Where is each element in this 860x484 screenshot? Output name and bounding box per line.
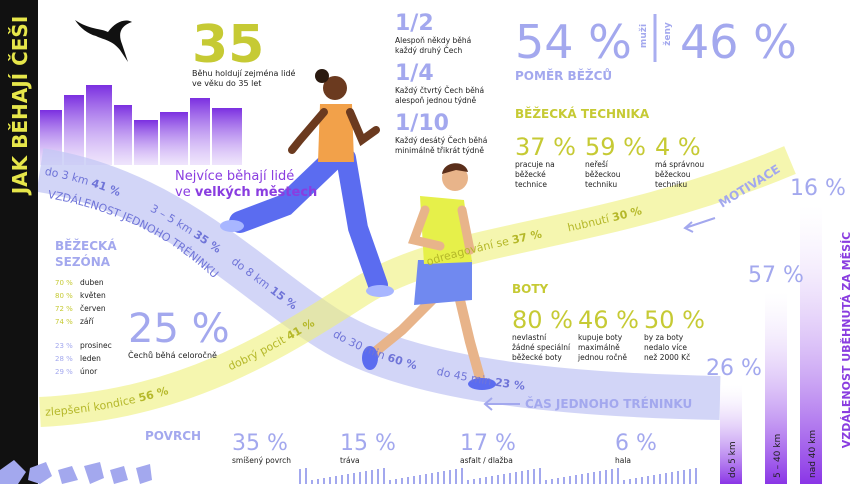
season-month: duben (80, 278, 104, 287)
technique-text: technice (515, 180, 547, 189)
season-value: 74 % (55, 318, 73, 326)
woman-runner (220, 69, 394, 297)
fraction: 1/4 (395, 61, 434, 86)
women-label: ženy (663, 22, 673, 46)
season-value: 23 % (55, 342, 73, 350)
surface-ticks (299, 468, 697, 484)
man-runner (362, 163, 496, 390)
technique-value: 4 % (655, 133, 701, 161)
monthly-label: do 5 km (728, 441, 738, 478)
shoes-text: žádné speciální (512, 343, 571, 352)
season-value: 70 % (55, 279, 73, 287)
women-value: 46 % (680, 15, 797, 69)
surface-value: 15 % (340, 431, 396, 456)
men-value: 54 % (515, 15, 632, 69)
sidebar (0, 0, 38, 484)
shoes-text: jednou ročně (577, 353, 627, 362)
surface-label: tráva (340, 456, 360, 465)
year-round-text: Čechů běhá celoročně (128, 349, 217, 360)
age-value: 35 (192, 15, 264, 75)
shoes-value: 80 % (512, 306, 573, 334)
skyline (40, 85, 242, 165)
season-month: únor (80, 367, 98, 376)
shoes-value: 46 % (578, 306, 639, 334)
logo (75, 20, 132, 62)
sidebar-title: JAK BĚHAJÍ ČEŠI (8, 16, 32, 197)
cities-highlight: velkých městech (195, 185, 317, 200)
technique-title: BĚŽECKÁ TECHNIKA (515, 106, 650, 121)
fraction-text: Každý čtvrtý Čech běhá (395, 86, 484, 95)
fraction: 1/10 (395, 111, 449, 136)
technique-value: 59 % (585, 133, 646, 161)
fraction-text: každý druhý Čech (395, 46, 462, 55)
shoes-text: by za boty (644, 333, 684, 342)
season-month: květen (80, 291, 106, 300)
monthly-label: nad 40 km (808, 430, 818, 478)
shoes-title: BOTY (512, 282, 549, 296)
surface-value: 6 % (615, 431, 657, 456)
fraction-text: Každý desátý Čech běhá (395, 136, 487, 145)
shoes-text: než 2000 Kč (644, 353, 690, 362)
season-title: BĚŽECKÁ (55, 238, 117, 253)
technique-text: techniku (655, 180, 687, 189)
stones (0, 460, 152, 484)
monthly-bars (720, 205, 822, 484)
monthly-value: 26 % (706, 356, 762, 381)
monthly-value: 57 % (748, 263, 804, 288)
age-text: ve věku do 35 let (192, 79, 261, 88)
surface-value: 17 % (460, 431, 516, 456)
time-arrow (483, 397, 520, 411)
season-value: 28 % (55, 355, 73, 363)
technique-text: běžecké (515, 170, 546, 179)
motivation-arrow (683, 217, 716, 233)
season-value: 29 % (55, 368, 73, 376)
cities-prefix: ve (175, 185, 191, 200)
shoes-text: maximálně (578, 343, 620, 352)
fraction-text: alespoň jednou týdně (395, 96, 477, 105)
time-title: ČAS JEDNOHO TRÉNINKU (525, 396, 692, 411)
monthly-title: VZDÁLENOST UBĚHNUTÁ ZA MĚSÍC (840, 232, 853, 449)
season-value: 80 % (55, 292, 73, 300)
surface-label: smíšený povrch (232, 456, 291, 465)
technique-text: neřeší (585, 160, 609, 169)
year-round-value: 25 % (128, 306, 230, 352)
surface-title: POVRCH (145, 429, 201, 443)
surface-value: 35 % (232, 431, 288, 456)
season-value: 72 % (55, 305, 73, 313)
men-label: muži (639, 24, 649, 48)
season-month: prosinec (80, 341, 112, 350)
cities-text: Nejvíce běhají lidé (175, 169, 294, 184)
season-title: SEZÓNA (55, 254, 111, 269)
technique-text: běžeckou (585, 170, 621, 179)
fraction-text: Alespoň někdy běhá (395, 36, 471, 45)
shoes-value: 50 % (644, 306, 705, 334)
shoes-text: nedalo více (644, 343, 687, 352)
shoes-text: kupuje boty (578, 333, 623, 342)
cities-text: ve velkých městech (175, 185, 317, 200)
technique-text: běžeckou (655, 170, 691, 179)
age-text: Běhu holdují zejména lidé (192, 68, 296, 78)
technique-text: techniku (585, 180, 617, 189)
fraction-text: minimálně třikrát týdně (395, 146, 484, 155)
technique-value: 37 % (515, 133, 576, 161)
monthly-value: 16 % (790, 176, 846, 201)
ratio-title: POMĚR BĚŽCŮ (515, 68, 612, 83)
ribbon-label-value: 37 % (511, 227, 543, 246)
fraction: 1/2 (395, 11, 434, 36)
surface-label: asfalt / dlažba (460, 456, 513, 465)
shoes-text: běžecké boty (512, 353, 562, 362)
ribbon-label-value: 23 % (494, 376, 526, 393)
season-month: září (80, 317, 95, 326)
season-month: červen (80, 304, 106, 313)
technique-text: pracuje na (515, 160, 555, 169)
surface-label: hala (615, 456, 631, 465)
monthly-label: 5 – 40 km (773, 434, 783, 478)
season-month: leden (80, 354, 101, 363)
technique-text: má správnou (655, 160, 704, 169)
shoes-text: nevlastní (512, 333, 547, 342)
